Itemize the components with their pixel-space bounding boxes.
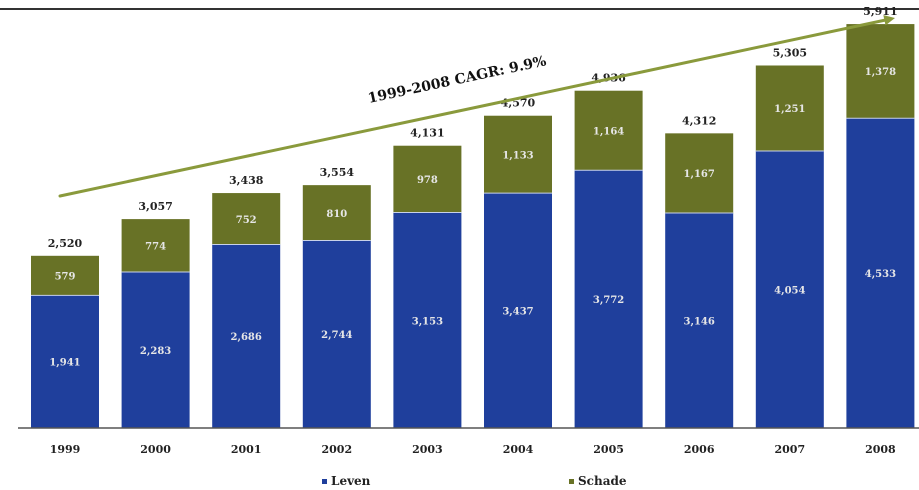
bar-leven-2004 (484, 193, 552, 428)
bar-leven-2007 (755, 150, 824, 428)
bar-schade-2003 (393, 145, 462, 213)
total-label-2008: 5,911 (863, 5, 897, 18)
bars-layer (31, 24, 915, 429)
x-tick-label-2001: 2001 (231, 443, 262, 456)
x-tick-label-2002: 2002 (321, 443, 352, 456)
total-label-2003: 4,131 (410, 127, 444, 140)
x-tick-label-2006: 2006 (684, 443, 715, 456)
data-label-leven-2004: 3,437 (502, 307, 533, 318)
data-label-schade-2007: 1,251 (774, 104, 805, 115)
x-tick-label-2008: 2008 (865, 443, 896, 456)
bar-schade-2008 (846, 24, 915, 119)
x-tick-label-2003: 2003 (412, 443, 443, 456)
bar-schade-2001 (212, 193, 281, 245)
bar-schade-2000 (121, 219, 190, 272)
total-label-1999: 2,520 (48, 237, 83, 250)
bar-leven-2005 (574, 170, 643, 428)
total-label-2007: 5,305 (773, 46, 807, 59)
bar-leven-2000 (121, 271, 190, 428)
data-label-leven-2008: 4,533 (865, 269, 896, 280)
bar-leven-2006 (665, 213, 734, 428)
data-label-schade-2006: 1,167 (684, 169, 715, 180)
legend-item-schade[interactable]: Schade (569, 474, 627, 488)
legend: Leven Schade (0, 474, 919, 490)
labels-layer: 1,941 579 2,520 1999 2,283 774 3,057 2000 2,686 7… (48, 5, 898, 456)
data-label-leven-2007: 4,054 (774, 285, 805, 296)
data-label-schade-2003: 978 (417, 175, 438, 186)
legend-label-schade: Schade (578, 474, 627, 488)
x-tick-label-1999: 1999 (50, 443, 81, 456)
data-label-schade-2005: 1,164 (593, 126, 624, 137)
data-label-leven-2003: 3,153 (412, 316, 443, 327)
data-label-schade-2008: 1,378 (865, 67, 896, 78)
data-label-schade-2000: 774 (145, 242, 166, 253)
bar-leven-2003 (393, 212, 462, 428)
bar-leven-2008 (846, 118, 915, 429)
data-label-schade-2001: 752 (236, 215, 257, 226)
legend-swatch-leven (322, 478, 327, 484)
bar-schade-2004 (484, 115, 552, 194)
data-label-schade-2002: 810 (326, 209, 347, 220)
data-label-leven-2001: 2,686 (231, 332, 262, 343)
data-label-leven-2002: 2,744 (321, 330, 352, 341)
bar-leven-2002 (302, 240, 371, 428)
cagr-arrow-head (883, 15, 895, 26)
bar-schade-2005 (574, 90, 643, 171)
x-tick-label-2007: 2007 (774, 443, 805, 456)
bar-leven-2001 (212, 244, 281, 428)
data-label-leven-2005: 3,772 (593, 295, 624, 306)
data-label-schade-1999: 579 (55, 272, 76, 283)
total-label-2001: 3,438 (229, 174, 264, 187)
x-tick-label-2004: 2004 (503, 443, 534, 456)
total-label-2000: 3,057 (138, 200, 172, 213)
x-tick-label-2005: 2005 (593, 443, 624, 456)
bar-schade-2002 (302, 185, 371, 241)
legend-item-leven[interactable]: Leven (322, 474, 370, 488)
cagr-arrow-line (58, 18, 888, 198)
x-tick-label-2000: 2000 (140, 443, 171, 456)
bar-schade-2007 (755, 65, 824, 151)
data-label-leven-2006: 3,146 (684, 317, 715, 328)
total-label-2006: 4,312 (682, 114, 716, 127)
total-label-2002: 3,554 (320, 166, 355, 179)
data-label-leven-2000: 2,283 (140, 346, 171, 357)
data-label-schade-2004: 1,133 (502, 150, 533, 161)
bar-schade-1999 (31, 255, 99, 296)
legend-label-leven: Leven (331, 474, 371, 488)
legend-swatch-schade (569, 478, 574, 484)
bar-schade-2006 (665, 133, 734, 214)
bar-leven-1999 (31, 295, 99, 428)
data-label-leven-1999: 1,941 (49, 358, 80, 369)
